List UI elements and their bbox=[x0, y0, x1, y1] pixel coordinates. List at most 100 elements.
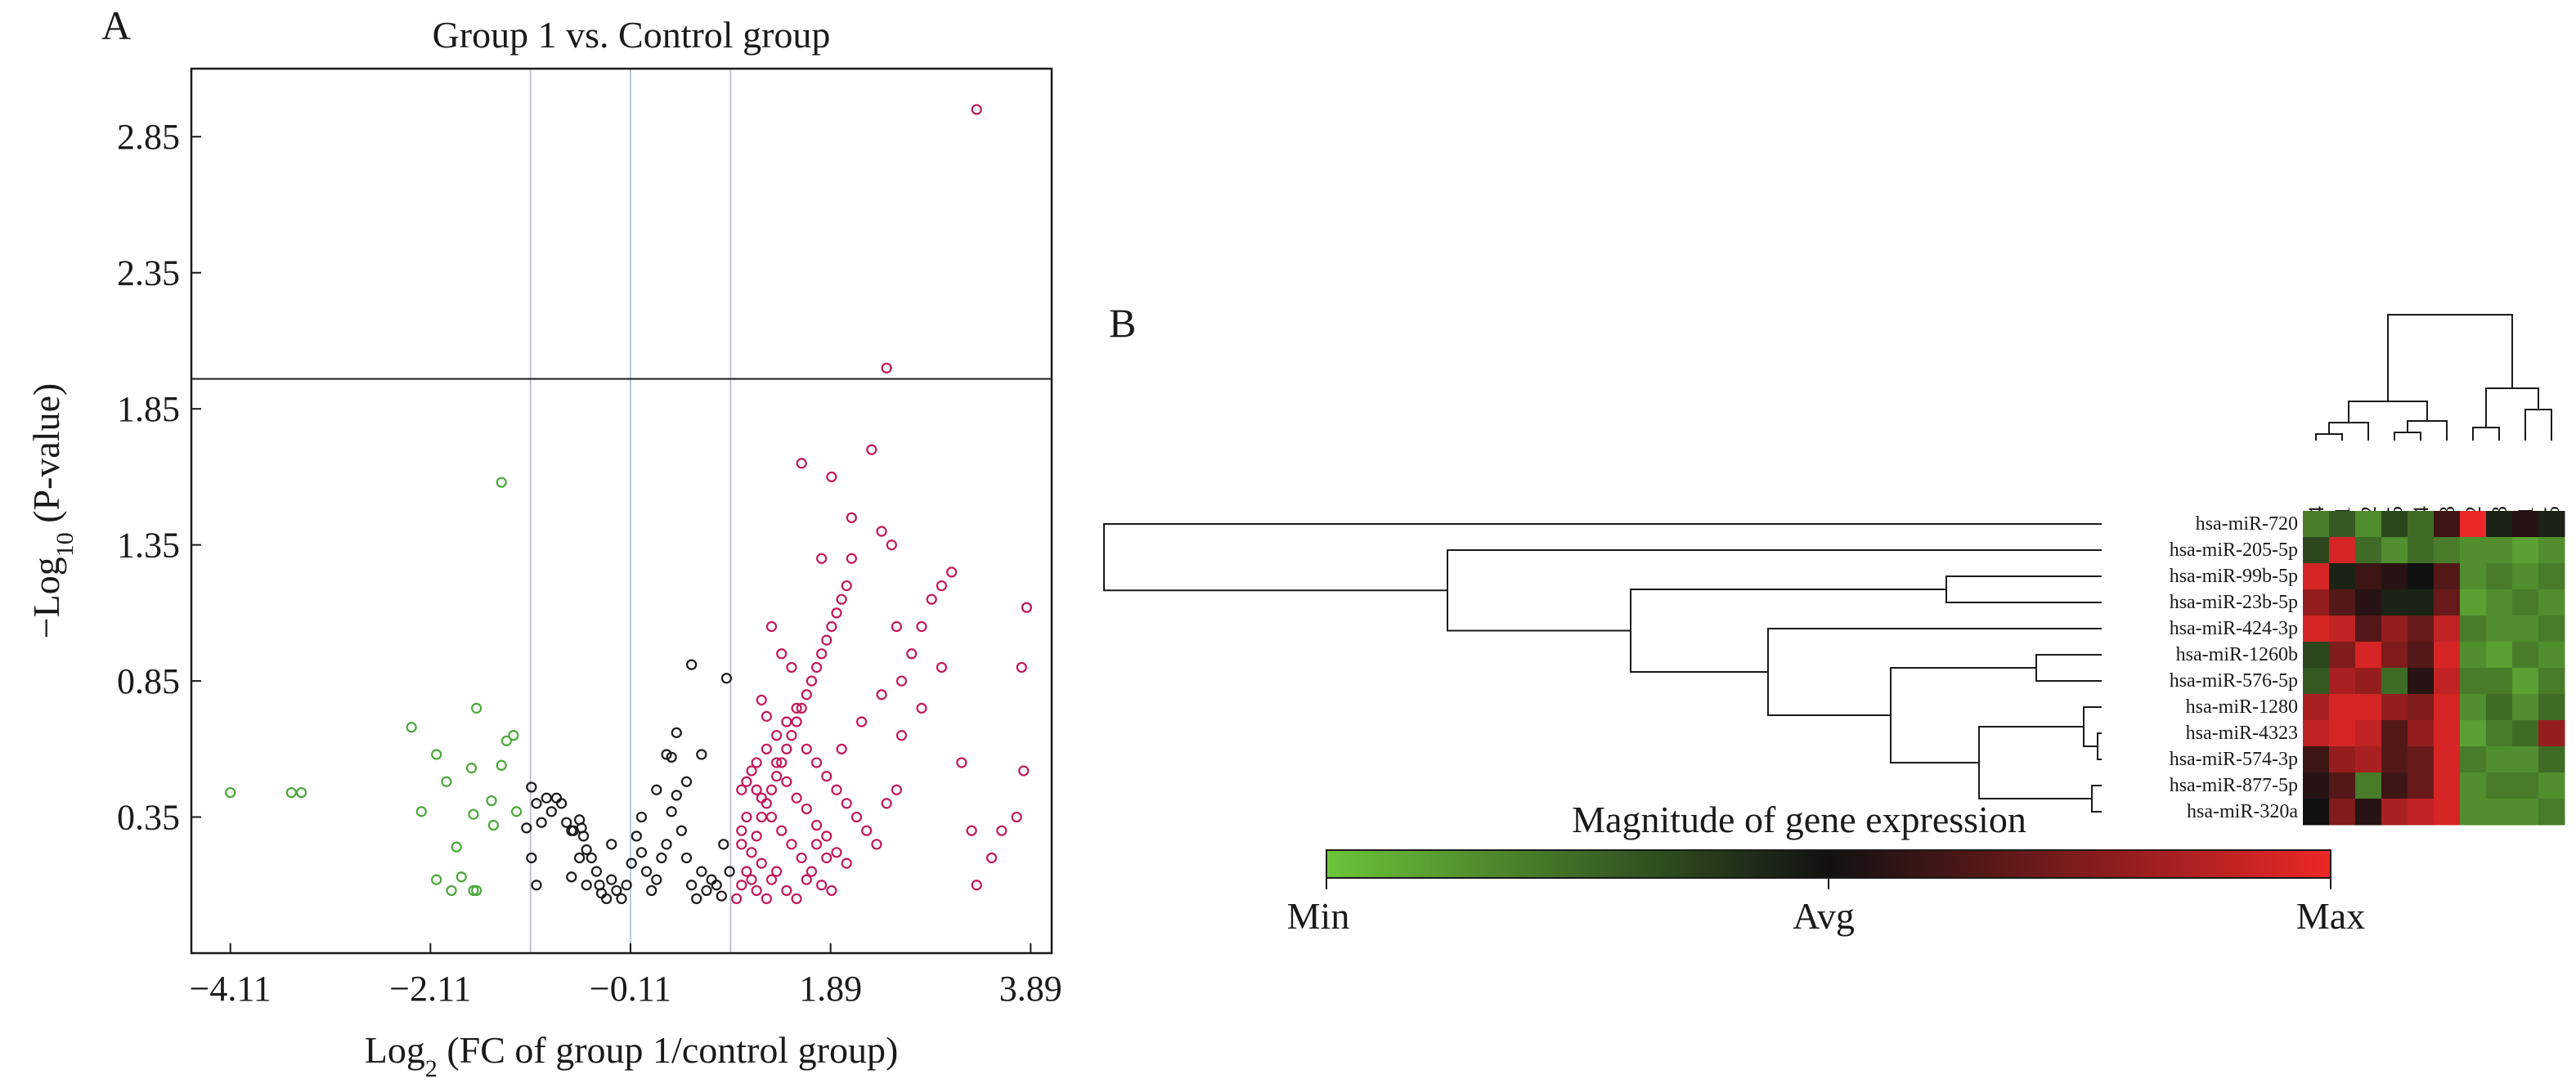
heatmap-cell bbox=[2486, 616, 2513, 643]
point-up bbox=[746, 847, 757, 858]
heatmap-cell bbox=[2329, 642, 2356, 669]
heatmap-cell bbox=[2512, 799, 2539, 826]
heatmap-cell bbox=[2355, 642, 2382, 669]
sample-dendrogram-link bbox=[2328, 422, 2369, 441]
heatmap-cell bbox=[2486, 720, 2513, 747]
point-up bbox=[916, 702, 927, 714]
point-up bbox=[891, 784, 902, 795]
point-ns bbox=[691, 893, 702, 905]
point-up bbox=[1018, 765, 1030, 777]
point-down bbox=[487, 819, 500, 831]
heatmap-cell bbox=[2355, 772, 2382, 799]
point-up bbox=[751, 884, 762, 897]
point-up bbox=[810, 757, 823, 768]
point-up bbox=[871, 839, 882, 850]
point-up bbox=[846, 553, 857, 564]
heatmap-cell bbox=[2486, 563, 2513, 590]
heatmap-cell bbox=[2408, 799, 2435, 826]
point-down bbox=[295, 786, 307, 799]
point-ns bbox=[626, 857, 637, 869]
y-title-sub: 10 bbox=[52, 532, 79, 557]
point-up bbox=[996, 825, 1008, 836]
point-up bbox=[756, 857, 767, 869]
heatmap-cell bbox=[2408, 511, 2435, 538]
point-up bbox=[816, 648, 828, 660]
heatmap-cell bbox=[2303, 772, 2330, 799]
point-up bbox=[810, 839, 823, 850]
heatmap-cell bbox=[2303, 616, 2330, 643]
point-up bbox=[801, 803, 812, 815]
colorbar-avg-label: Avg bbox=[1793, 895, 1855, 937]
y-tick-label: 2.85 bbox=[117, 117, 180, 157]
point-down bbox=[415, 806, 427, 817]
point-up bbox=[781, 776, 792, 787]
point-up bbox=[1011, 811, 1022, 823]
heatmap-cell bbox=[2381, 772, 2408, 799]
point-down bbox=[471, 702, 482, 714]
point-ns bbox=[640, 866, 653, 877]
heatmap-cell bbox=[2460, 720, 2487, 747]
volcano-y-axis: 0.35 0.85 1.35 1.85 2.35 2.85 bbox=[117, 117, 201, 838]
point-up bbox=[736, 839, 747, 850]
heatmap-cell bbox=[2329, 668, 2356, 695]
point-up bbox=[986, 852, 998, 864]
heatmap-cell bbox=[2355, 720, 2382, 747]
point-up bbox=[776, 648, 788, 660]
point-up bbox=[831, 607, 842, 619]
gene-dendrogram-link bbox=[1630, 589, 1946, 673]
point-up bbox=[786, 730, 797, 741]
x-title-rest: (FC of group 1/control group) bbox=[438, 1029, 898, 1071]
gene-dendrogram bbox=[1103, 523, 2102, 813]
heatmap-cell bbox=[2538, 694, 2565, 721]
x-tick-label: −0.11 bbox=[590, 969, 671, 1009]
heatmap-cell bbox=[2538, 668, 2565, 695]
point-up bbox=[821, 831, 832, 842]
point-ns bbox=[621, 880, 632, 891]
sample-dendrogram-link bbox=[2394, 432, 2421, 441]
point-up bbox=[831, 784, 842, 795]
heatmap-cell bbox=[2486, 799, 2513, 826]
point-up bbox=[791, 702, 802, 714]
heatmap-cell bbox=[2460, 563, 2487, 590]
point-ns bbox=[671, 727, 682, 738]
point-down bbox=[508, 730, 519, 741]
heatmap-cell bbox=[2355, 694, 2382, 721]
gene-dendrogram-link bbox=[1978, 726, 2092, 799]
point-up bbox=[756, 811, 767, 823]
y-title-main: −Log bbox=[25, 557, 67, 638]
gene-label: hsa-miR-1280 bbox=[2186, 696, 2298, 718]
volcano-x-axis-title: Log2 (FC of group 1/control group) bbox=[365, 1029, 899, 1082]
heatmap-cell bbox=[2303, 746, 2330, 773]
x-tick-label: 3.89 bbox=[999, 969, 1062, 1009]
point-ns bbox=[646, 884, 657, 897]
heatmap-cell bbox=[2355, 799, 2382, 826]
heatmap-cell bbox=[2408, 772, 2435, 799]
heatmap-cell bbox=[2512, 694, 2539, 721]
point-up bbox=[816, 880, 828, 891]
gene-dendrogram-link bbox=[1890, 667, 2036, 763]
point-ns bbox=[611, 884, 622, 897]
volcano-plot: 0.35 0.85 1.35 1.85 2.35 2.85 −4.11 −2.11 −0.11… bbox=[117, 67, 1062, 1009]
heatmap-cell bbox=[2381, 746, 2408, 773]
sample-dendrogram-link bbox=[2315, 433, 2343, 441]
point-up bbox=[781, 716, 792, 728]
colorbar-max-label: Max bbox=[2296, 895, 2365, 937]
point-down bbox=[468, 884, 479, 897]
point-ns bbox=[724, 866, 735, 877]
point-up bbox=[806, 675, 818, 687]
point-up bbox=[831, 847, 842, 858]
heatmap-cell bbox=[2486, 668, 2513, 695]
heatmap-cell bbox=[2381, 511, 2408, 538]
point-down bbox=[486, 795, 497, 807]
x-tick-label: −4.11 bbox=[190, 969, 272, 1009]
heatmap-cell bbox=[2355, 511, 2382, 538]
point-up bbox=[751, 831, 762, 842]
heatmap-cell bbox=[2434, 694, 2461, 721]
heatmap-cell bbox=[2303, 642, 2330, 669]
point-up bbox=[846, 512, 857, 523]
point-up bbox=[786, 839, 797, 850]
point-ns bbox=[680, 852, 693, 864]
point-down bbox=[441, 776, 452, 787]
point-ns bbox=[561, 817, 572, 828]
heatmap-cell bbox=[2460, 616, 2487, 643]
